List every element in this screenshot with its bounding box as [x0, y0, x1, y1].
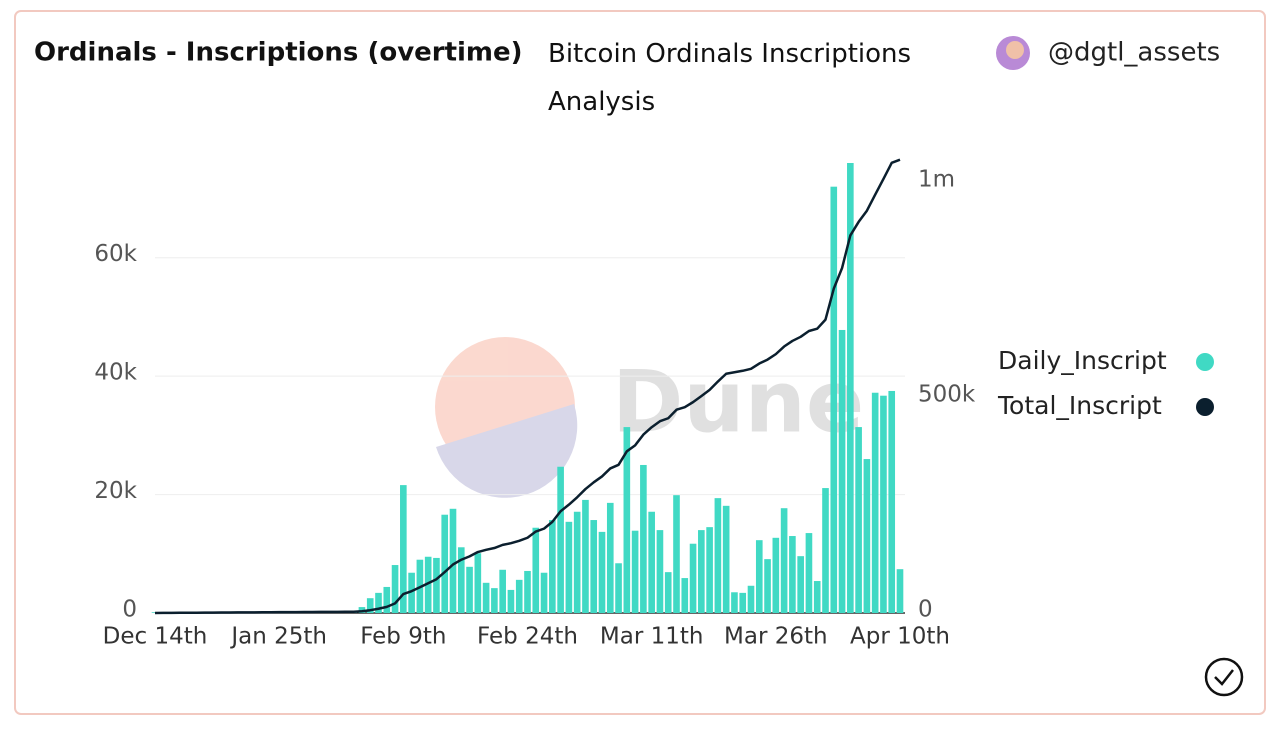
- y2-tick-label: 1m: [918, 166, 955, 192]
- bar: [863, 459, 871, 613]
- bar: [855, 427, 862, 613]
- bar: [491, 588, 498, 613]
- watermark-logo-part: [436, 404, 578, 498]
- x-tick-label: Jan 25th: [229, 624, 327, 650]
- check-icon[interactable]: [1204, 657, 1244, 697]
- bar: [383, 586, 391, 613]
- bar: [673, 495, 680, 613]
- y-tick-label: 40k: [94, 360, 137, 386]
- y2-tick-label: 500k: [918, 381, 976, 407]
- bar: [565, 521, 573, 613]
- bar: [789, 536, 796, 613]
- bar: [714, 498, 722, 613]
- y2-tick-label: 0: [918, 597, 933, 623]
- bar: [780, 508, 788, 613]
- subtitle-box: Bitcoin Ordinals Inscriptions Analysis: [548, 39, 912, 117]
- author-avatar-face: [1006, 41, 1024, 59]
- bar: [515, 579, 523, 613]
- bar: [722, 505, 730, 613]
- x-tick-label: Feb 9th: [360, 624, 446, 650]
- bar: [805, 533, 813, 613]
- bar: [366, 598, 374, 613]
- bar: [888, 390, 896, 613]
- bar: [896, 569, 904, 613]
- bar: [391, 565, 399, 613]
- bar: [731, 592, 738, 613]
- bar: [706, 527, 713, 613]
- bar: [830, 186, 838, 613]
- bar: [755, 540, 763, 613]
- bar: [582, 499, 589, 613]
- y-tick-label: 60k: [94, 241, 137, 267]
- check-circle[interactable]: [1204, 657, 1244, 697]
- bar: [822, 488, 829, 613]
- bar: [681, 578, 689, 613]
- chart-title: Ordinals - Inscriptions (overtime): [34, 38, 523, 68]
- bar: [433, 557, 440, 613]
- bar: [615, 563, 622, 613]
- bar: [689, 543, 697, 613]
- bar: [631, 530, 639, 613]
- bar: [408, 572, 415, 613]
- bar: [797, 556, 804, 613]
- author[interactable]: @dgtl_assets: [1048, 38, 1220, 68]
- x-tick-label: Mar 11th: [600, 624, 704, 650]
- line: [154, 158, 901, 615]
- bar: [747, 585, 755, 613]
- bar: [598, 531, 606, 613]
- bar: [532, 527, 540, 613]
- legend-swatch: [1196, 398, 1214, 416]
- bar: [524, 570, 531, 613]
- bar: [871, 392, 879, 613]
- x-tick-label: Apr 10th: [850, 624, 950, 650]
- bar: [664, 572, 672, 613]
- bar: [540, 572, 548, 613]
- bar: [499, 569, 506, 613]
- bar: [466, 566, 473, 613]
- bar: [698, 530, 705, 613]
- bar: [880, 395, 887, 613]
- watermark-text: Dune: [612, 352, 864, 452]
- card: [14, 10, 1266, 715]
- bar: [606, 502, 614, 613]
- bar: [739, 592, 747, 613]
- x-tick-label: Feb 24th: [477, 624, 578, 650]
- bar: [838, 329, 846, 613]
- bar: [590, 520, 598, 613]
- watermark: Dune: [435, 337, 864, 498]
- bar: [640, 464, 647, 613]
- bar: [507, 589, 515, 613]
- legend-label: Daily_Inscript: [998, 346, 1167, 375]
- plot: 0 20k 40k 60k 0 500k 1m Dec 14th Jan 25th Feb 9th…: [94, 158, 1214, 650]
- y-tick-label: 20k: [94, 478, 137, 504]
- bar: [648, 511, 655, 613]
- bar: [847, 163, 854, 613]
- bar: [474, 553, 482, 613]
- bar: [449, 508, 457, 613]
- bar: [457, 547, 465, 613]
- bar: [549, 520, 556, 613]
- bar: [441, 514, 449, 613]
- bar: [813, 581, 821, 613]
- bar: [772, 537, 780, 613]
- y-tick-label: 0: [122, 597, 137, 623]
- bar: [375, 592, 382, 613]
- legend-swatch: [1196, 353, 1214, 371]
- bar: [656, 530, 664, 613]
- legend-label: Total_Inscript: [997, 391, 1162, 420]
- bar: [482, 582, 490, 613]
- bar: [557, 466, 564, 613]
- check-mark[interactable]: [1214, 669, 1234, 686]
- chart-subtitle: Bitcoin Ordinals Inscriptions Analysis: [548, 39, 912, 117]
- bar: [424, 556, 432, 613]
- bar: [573, 511, 581, 613]
- x-tick-label: Mar 26th: [724, 624, 828, 650]
- bar: [764, 559, 771, 613]
- bar: [623, 427, 631, 613]
- x-tick-label: Dec 14th: [103, 624, 208, 650]
- bar: [400, 485, 407, 613]
